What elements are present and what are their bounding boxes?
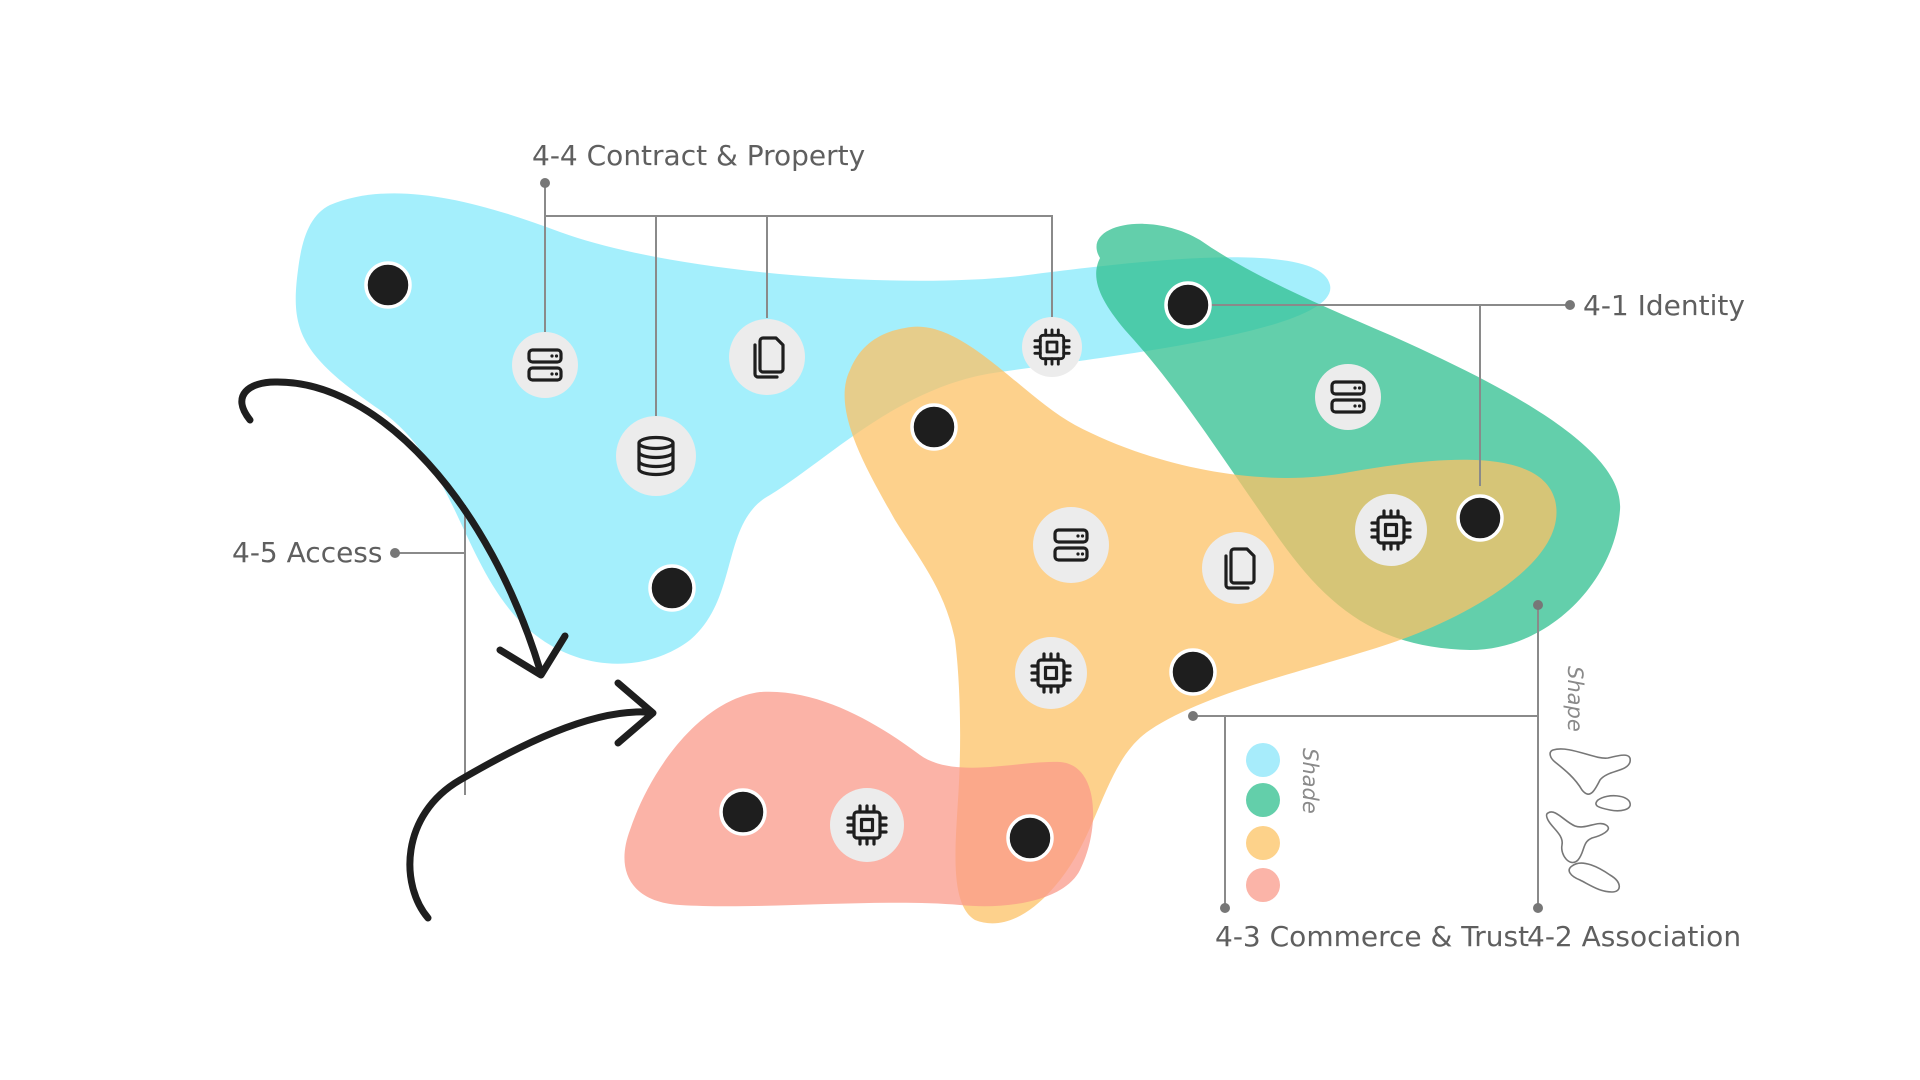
shape-sample-4 bbox=[1568, 862, 1621, 893]
curved-arrow-1 bbox=[238, 378, 544, 674]
swatch-shade-1 bbox=[1246, 743, 1280, 777]
label-association: 4-2 Association bbox=[1527, 920, 1741, 953]
nodes bbox=[364, 261, 1504, 862]
connectors-association bbox=[1193, 600, 1543, 913]
documents-icon bbox=[1202, 532, 1274, 604]
shape-sample-1 bbox=[1549, 748, 1631, 795]
node-access-1 bbox=[719, 788, 767, 836]
label-access: 4-5 Access bbox=[232, 536, 383, 569]
chip-icon bbox=[1022, 317, 1082, 377]
chip-icon bbox=[1015, 637, 1087, 709]
node-overlap-1 bbox=[910, 403, 958, 451]
connectors-access bbox=[390, 505, 466, 795]
connectors-commerce-trust bbox=[1188, 711, 1230, 913]
label-contract-property: 4-4 Contract & Property bbox=[532, 139, 865, 172]
node-contract-1 bbox=[364, 261, 412, 309]
node-identity-1 bbox=[1164, 281, 1212, 329]
database-icon bbox=[616, 416, 696, 496]
blob-contract-property bbox=[295, 193, 1331, 664]
documents-icon bbox=[729, 319, 805, 395]
label-identity: 4-1 Identity bbox=[1583, 289, 1745, 322]
connectors-identity bbox=[1188, 300, 1575, 486]
swatch-shade-3 bbox=[1246, 826, 1280, 860]
node-access-2 bbox=[1006, 814, 1054, 862]
shape-samples bbox=[1545, 748, 1631, 893]
curved-arrow-2-head bbox=[614, 679, 657, 747]
node-contract-2 bbox=[648, 564, 696, 612]
shade-swatches bbox=[1246, 743, 1280, 902]
shade-label: Shade bbox=[1298, 748, 1322, 814]
chip-icon bbox=[830, 788, 904, 862]
shape-sample-3 bbox=[1545, 811, 1610, 864]
node-association-1 bbox=[1456, 494, 1504, 542]
curved-arrow-2 bbox=[406, 708, 649, 922]
server-icon bbox=[1315, 364, 1381, 430]
connectors-contract-property bbox=[540, 178, 1053, 447]
label-commerce-trust: 4-3 Commerce & Trust bbox=[1215, 920, 1529, 953]
server-icon bbox=[512, 332, 578, 398]
server-icon bbox=[1033, 507, 1109, 583]
swatch-shade-4 bbox=[1246, 868, 1280, 902]
node-commerce-1 bbox=[1169, 648, 1217, 696]
curved-arrow-1-head bbox=[496, 632, 569, 679]
shape-label: Shape bbox=[1563, 666, 1587, 732]
chip-icon bbox=[1355, 494, 1427, 566]
shape-sample-2 bbox=[1595, 794, 1631, 812]
swatch-shade-2 bbox=[1246, 783, 1280, 817]
